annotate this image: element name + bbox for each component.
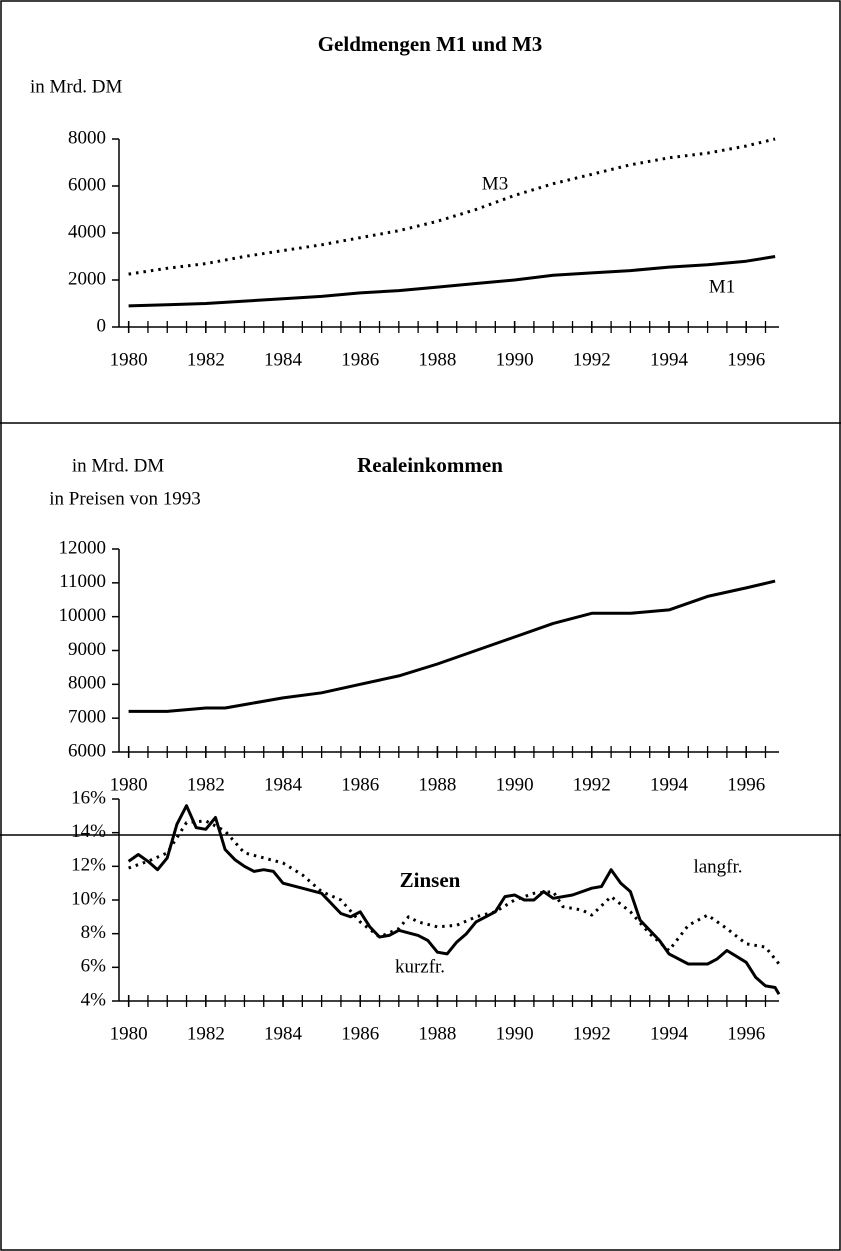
data-line bbox=[128, 255, 776, 308]
chart-title: Geldmengen M1 und M3 bbox=[318, 32, 543, 56]
x-tick-label: 1986 bbox=[341, 774, 379, 795]
y-tick-label: 11000 bbox=[59, 571, 106, 592]
y-tick-label: 12% bbox=[71, 855, 106, 876]
x-tick-label: 1986 bbox=[341, 349, 379, 370]
x-tick-label: 1996 bbox=[727, 349, 765, 370]
y-tick-label: 16% bbox=[71, 787, 106, 808]
x-tick-label: 1980 bbox=[110, 1023, 148, 1044]
data-line bbox=[128, 579, 776, 713]
y-tick-label: 8000 bbox=[68, 127, 106, 148]
x-tick-label: 1992 bbox=[573, 1023, 611, 1044]
y-tick-label: 10% bbox=[71, 888, 106, 909]
x-tick-label: 1988 bbox=[418, 349, 456, 370]
x-tick-label: 1994 bbox=[650, 1023, 689, 1044]
y-tick-label: 14% bbox=[71, 821, 106, 842]
x-tick-label: 1990 bbox=[496, 1023, 534, 1044]
x-tick-label: 1990 bbox=[496, 349, 534, 370]
x-tick-label: 1980 bbox=[110, 774, 148, 795]
y-tick-label: 2000 bbox=[68, 268, 106, 289]
chart-title: Realeinkommen bbox=[357, 453, 503, 477]
x-tick-label: 1984 bbox=[264, 774, 303, 795]
y-tick-label: 12000 bbox=[59, 537, 107, 558]
series-label: langfr. bbox=[693, 856, 742, 877]
y-tick-label: 10000 bbox=[59, 605, 107, 626]
x-tick-label: 1994 bbox=[650, 349, 689, 370]
y-tick-label: 6000 bbox=[68, 740, 106, 761]
x-tick-label: 1988 bbox=[418, 774, 456, 795]
x-tick-label: 1996 bbox=[727, 774, 765, 795]
series-label: M1 bbox=[709, 276, 735, 297]
chart-title: Zinsen bbox=[400, 868, 461, 892]
y-tick-label: 0 bbox=[97, 315, 107, 336]
series-label: kurzfr. bbox=[395, 956, 445, 977]
y-tick-label: 6000 bbox=[68, 174, 106, 195]
x-tick-label: 1980 bbox=[110, 349, 148, 370]
y-axis-label: in Mrd. DM bbox=[30, 76, 122, 97]
x-tick-label: 1990 bbox=[496, 774, 534, 795]
x-tick-label: 1992 bbox=[573, 774, 611, 795]
y-tick-label: 7000 bbox=[68, 707, 106, 728]
x-tick-label: 1982 bbox=[187, 1023, 225, 1044]
y-tick-label: 4% bbox=[81, 989, 107, 1010]
y-tick-label: 6% bbox=[81, 956, 107, 977]
y-tick-label: 8% bbox=[81, 922, 107, 943]
y-axis-label: in Mrd. DM bbox=[72, 455, 164, 476]
x-tick-label: 1994 bbox=[650, 774, 689, 795]
data-line bbox=[128, 819, 781, 965]
data-line bbox=[127, 804, 781, 996]
x-tick-label: 1982 bbox=[187, 349, 225, 370]
x-tick-label: 1992 bbox=[573, 349, 611, 370]
data-line bbox=[128, 137, 776, 276]
y-tick-label: 4000 bbox=[68, 221, 106, 242]
x-tick-label: 1984 bbox=[264, 349, 303, 370]
y-axis-label: in Preisen von 1993 bbox=[49, 488, 200, 509]
x-tick-label: 1984 bbox=[264, 1023, 303, 1044]
series-label: M3 bbox=[482, 173, 508, 194]
y-tick-label: 9000 bbox=[68, 639, 106, 660]
x-tick-label: 1986 bbox=[341, 1023, 379, 1044]
y-tick-label: 8000 bbox=[68, 673, 106, 694]
x-tick-label: 1982 bbox=[187, 774, 225, 795]
x-tick-label: 1988 bbox=[418, 1023, 456, 1044]
x-tick-label: 1996 bbox=[727, 1023, 765, 1044]
